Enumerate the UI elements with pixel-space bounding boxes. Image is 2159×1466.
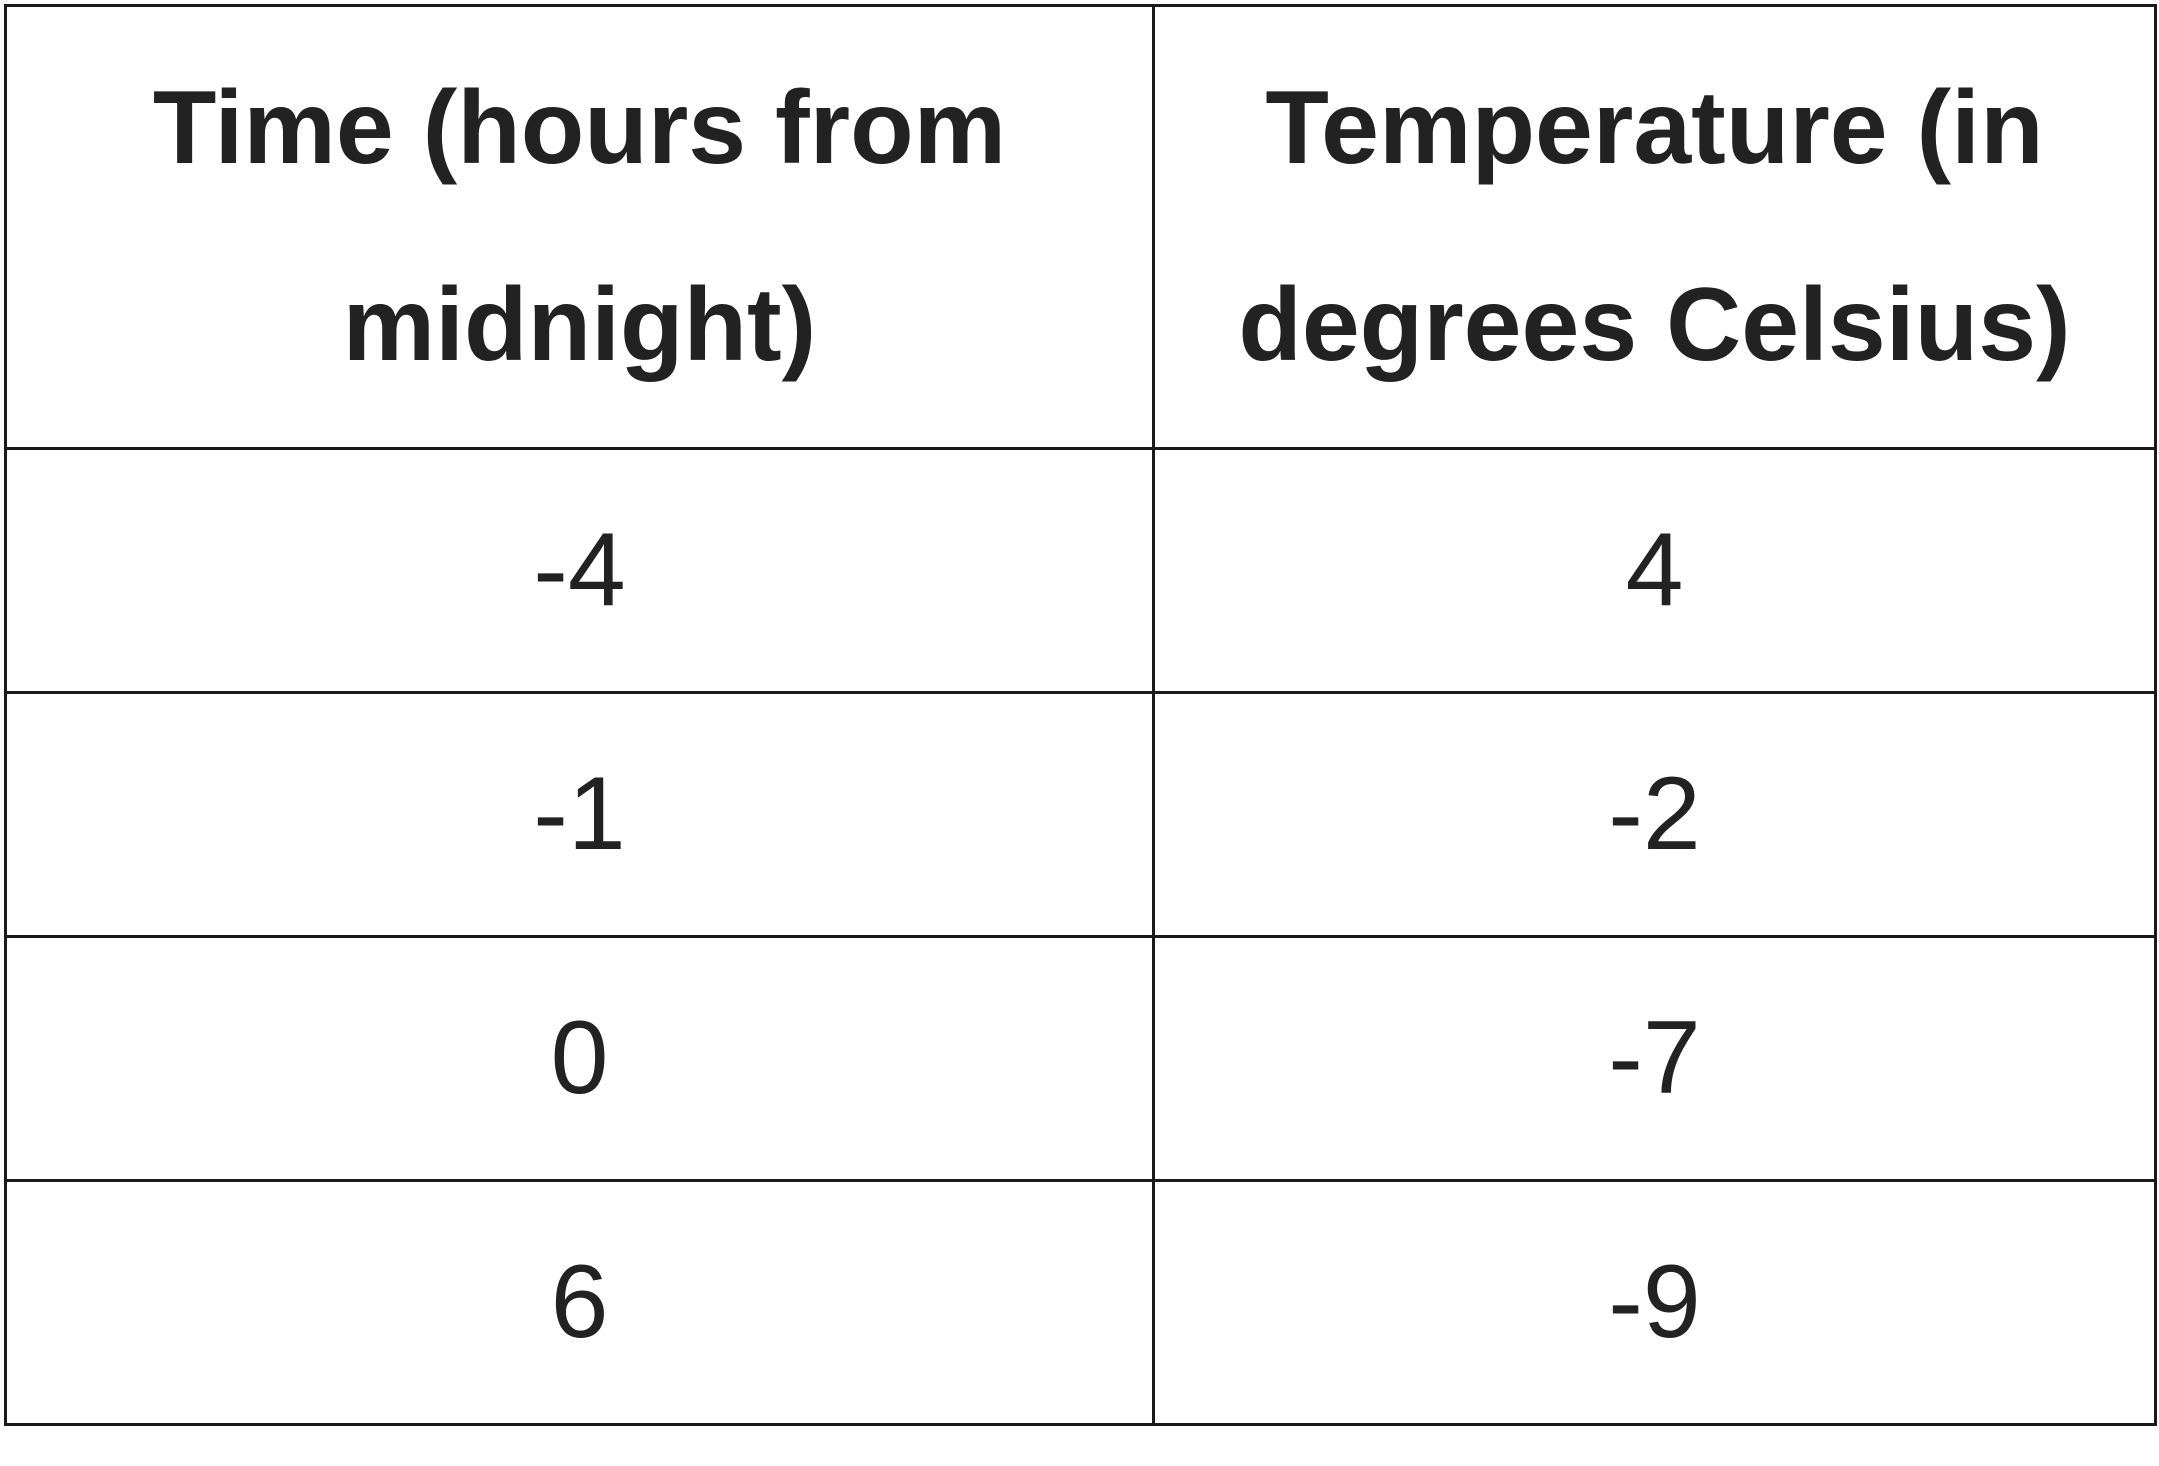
header-time: Time (hours from midnight) — [4, 4, 1155, 450]
table-header: Time (hours from midnight) Temperature (… — [4, 4, 2157, 450]
cell-time: -1 — [4, 691, 1155, 938]
cell-temperature: -9 — [1152, 1179, 2157, 1426]
cell-time: 6 — [4, 1179, 1155, 1426]
header-temperature: Temperature (in degrees Celsius) — [1152, 4, 2157, 450]
header-row: Time (hours from midnight) Temperature (… — [4, 4, 2157, 450]
cell-temperature: 4 — [1152, 447, 2157, 694]
cell-temperature: -7 — [1152, 935, 2157, 1182]
table-row: -4 4 — [4, 447, 2157, 694]
cell-time: 0 — [4, 935, 1155, 1182]
table-body: -4 4 -1 -2 0 -7 6 -9 — [4, 447, 2157, 1426]
table-row: 6 -9 — [4, 1179, 2157, 1426]
cell-time: -4 — [4, 447, 1155, 694]
cell-temperature: -2 — [1152, 691, 2157, 938]
table-row: -1 -2 — [4, 691, 2157, 938]
table-row: 0 -7 — [4, 935, 2157, 1182]
time-temperature-table: Time (hours from midnight) Temperature (… — [4, 4, 2157, 1426]
